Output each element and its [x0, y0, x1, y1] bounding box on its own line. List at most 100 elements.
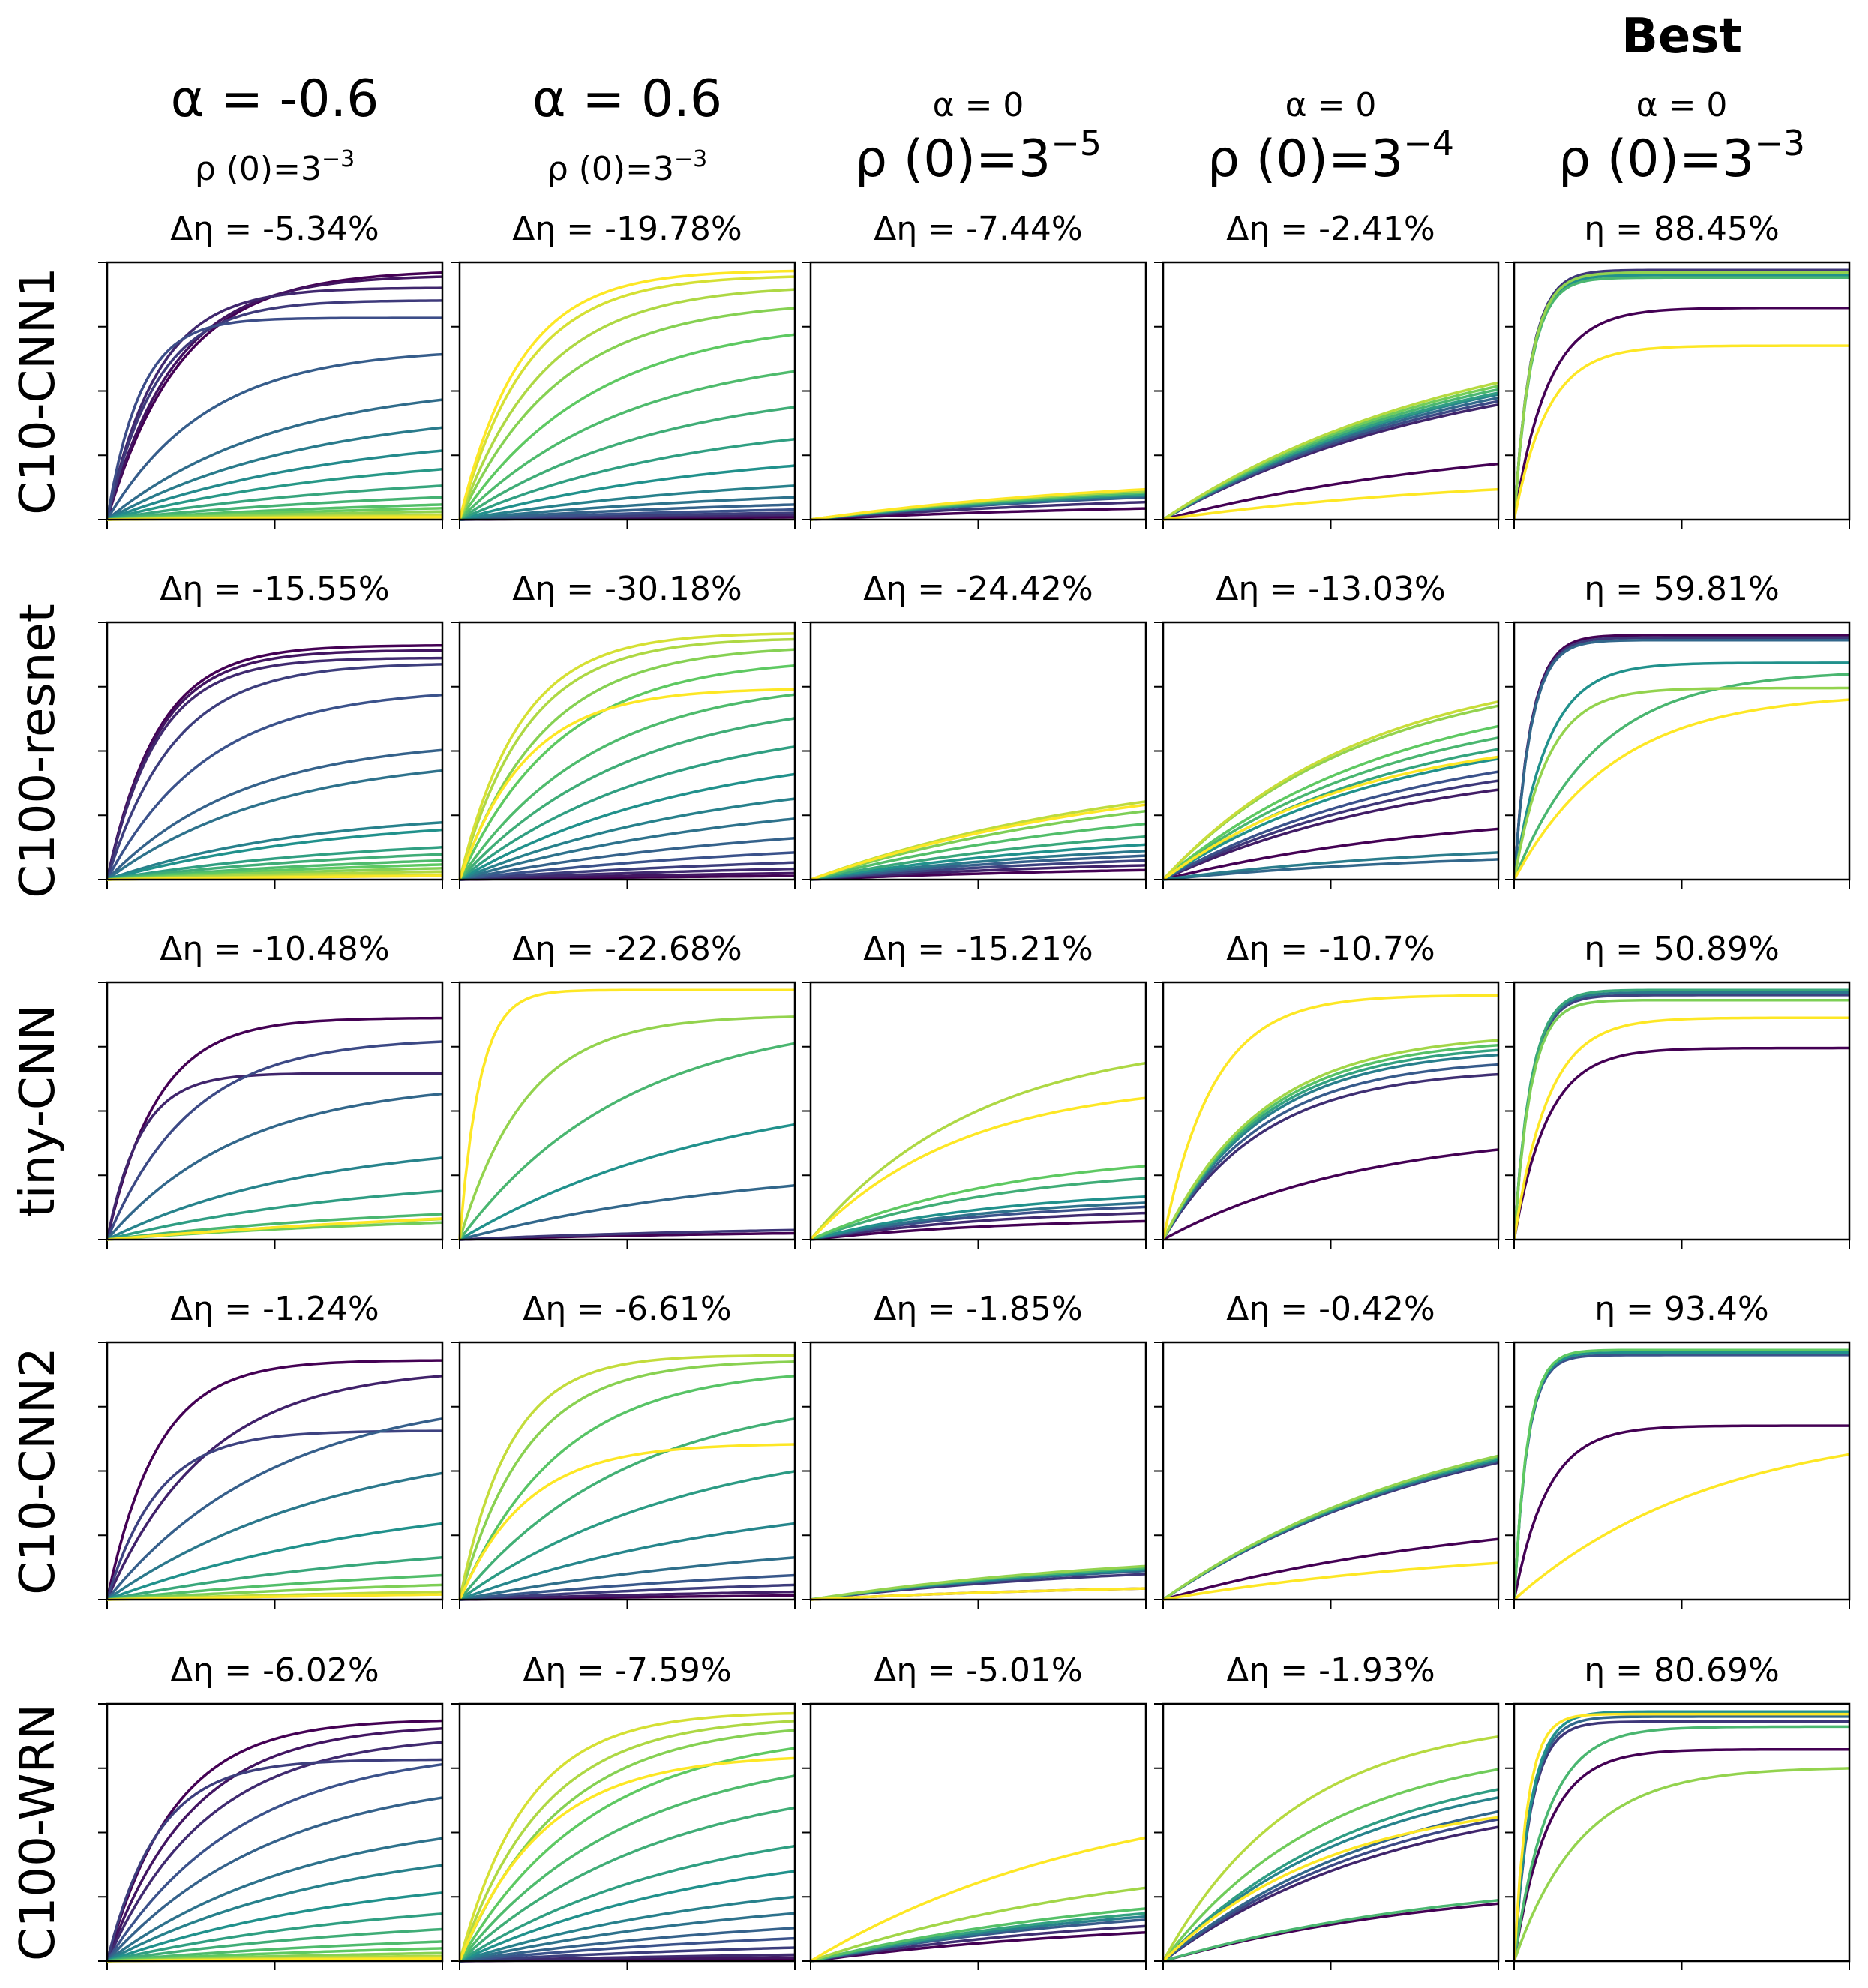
series-line: [1513, 1424, 1849, 1600]
series-line: [459, 797, 796, 881]
series-line: [810, 1165, 1147, 1241]
series-line: [106, 644, 442, 880]
series-line: [106, 649, 442, 880]
best-label: Best: [1621, 9, 1742, 64]
series-line: [458, 1360, 796, 1600]
series-line: [1162, 1039, 1499, 1240]
subplot: Δη = -1.93%: [1154, 1651, 1500, 1970]
series-line: [106, 1040, 443, 1240]
subplot-frame: [1513, 261, 1851, 521]
subplot-frame: [1513, 1702, 1851, 1963]
panel-grid: Δη = -5.34% Δη = -19.78% Δη = -7.44% Δη = -…: [98, 210, 1851, 1970]
series-line: [1162, 1072, 1499, 1240]
series-line: [810, 809, 1147, 881]
series-line: [106, 1556, 443, 1601]
series-line: [458, 664, 796, 880]
series-line: [810, 1564, 1147, 1601]
subplot-frame: [106, 621, 444, 881]
subplot-title: Δη = -1.24%: [170, 1290, 379, 1328]
series-line: [1162, 1461, 1499, 1601]
subplot-title: η = 80.69%: [1584, 1651, 1780, 1690]
subplot: Δη = -30.18%: [451, 570, 796, 889]
series-line: [459, 837, 796, 881]
subplot: Δη = -24.42%: [802, 570, 1147, 889]
subplot-frame: [1162, 1702, 1500, 1963]
series-line: [459, 1522, 796, 1601]
series-line: [1513, 1351, 1849, 1600]
series-line: [106, 1359, 442, 1600]
series-line: [1162, 1816, 1499, 1963]
series-line: [459, 1953, 796, 1963]
row-label: C100-resnet: [10, 604, 66, 898]
series-line: [1513, 634, 1849, 880]
column-alpha-label: α = -0.6: [171, 70, 379, 129]
series-line: [1513, 1720, 1849, 1962]
series-line: [1162, 1454, 1499, 1601]
series-line: [459, 1123, 796, 1241]
series-line: [1513, 1712, 1849, 1962]
subplot-frame: [809, 1702, 1147, 1963]
series-line: [106, 1741, 443, 1962]
subplot-frame: [106, 261, 444, 521]
series-line: [459, 1912, 796, 1963]
series-line: [106, 769, 443, 881]
series-line: [1162, 1561, 1499, 1601]
series-line: [459, 1895, 796, 1963]
subplot-frame: [1513, 981, 1851, 1241]
subplot: Δη = -10.7%: [1154, 930, 1500, 1249]
series-line: [1513, 306, 1849, 520]
series-line: [810, 1924, 1147, 1963]
series-line: [458, 1729, 796, 1962]
series-line: [1162, 994, 1498, 1240]
series-line: [458, 648, 796, 880]
column-headers: α = -0.6ρ (0)=3−3α = 0.6ρ (0)=3−3α = 0ρ …: [171, 9, 1805, 189]
series-line: [1513, 988, 1849, 1240]
series-line: [106, 1417, 443, 1601]
column-rho-label: ρ (0)=3−4: [1207, 123, 1454, 189]
subplot-title: Δη = -5.34%: [170, 210, 379, 248]
subplot-title: Δη = -7.44%: [874, 210, 1082, 248]
subplot: η = 50.89%: [1505, 930, 1851, 1249]
series-line: [106, 1217, 443, 1241]
series-line: [459, 1946, 796, 1963]
series-line: [1513, 638, 1849, 880]
subplot-title: Δη = -22.68%: [512, 930, 742, 968]
series-line: [1513, 268, 1849, 520]
series-line: [106, 1092, 443, 1241]
subplot-frame: [458, 261, 796, 521]
series-line: [106, 1864, 443, 1963]
series-line: [1513, 1453, 1850, 1601]
series-line: [458, 1443, 796, 1600]
series-line: [1162, 1043, 1499, 1240]
series-line: [1162, 1796, 1499, 1963]
column-rho-label: ρ (0)=3−3: [1558, 123, 1805, 189]
series-line: [458, 1354, 795, 1600]
series-line: [1513, 998, 1849, 1240]
series-line: [458, 632, 796, 880]
subplot: Δη = -19.78%: [451, 210, 796, 529]
series-line: [458, 333, 796, 520]
series-line: [459, 1936, 796, 1963]
series-line: [459, 437, 796, 521]
series-line: [1162, 779, 1499, 881]
subplot-title: η = 88.45%: [1584, 210, 1780, 248]
series-line: [459, 464, 796, 521]
series-line: [459, 1870, 796, 1963]
series-line: [458, 1747, 796, 1962]
series-line: [1162, 403, 1499, 521]
series-line: [1162, 858, 1499, 881]
series-line: [1162, 1537, 1499, 1601]
subplot-title: Δη = -30.18%: [512, 570, 742, 608]
series-line: [458, 269, 796, 520]
series-line: [106, 1762, 443, 1962]
series-line: [810, 1219, 1147, 1241]
subplot-frame: [1162, 261, 1500, 521]
subplot: η = 80.69%: [1505, 1651, 1851, 1970]
subplot-frame: [809, 621, 1147, 881]
series-line: [810, 843, 1147, 881]
series-line: [106, 1072, 442, 1240]
subplot-frame: [458, 981, 796, 1241]
subplot-title: Δη = -15.21%: [863, 930, 1093, 968]
subplot-frame: [1513, 1341, 1851, 1601]
